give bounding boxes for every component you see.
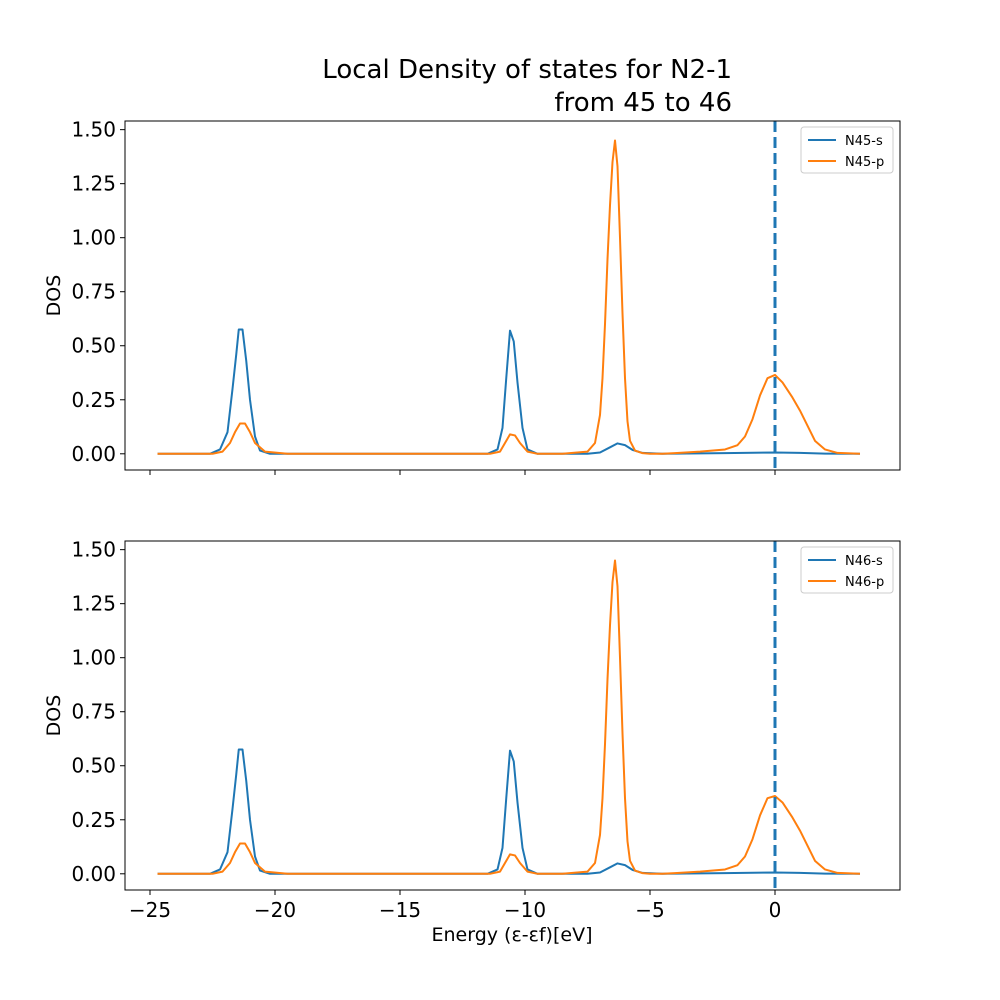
y-tick-label: 0.00 xyxy=(71,862,116,886)
series-line-n45-p xyxy=(157,139,861,455)
bottom-panel: 0.00 0.25 0.50 0.75 1.00 1.25 1.50 −25 −20 −15 −10… xyxy=(43,538,901,922)
x-tick-label: −25 xyxy=(129,898,171,922)
y-tick-label: 0.50 xyxy=(71,334,116,358)
x-tick-label: 0 xyxy=(769,898,782,922)
legend-label: N46-s xyxy=(845,554,883,569)
plot-frame xyxy=(124,540,901,891)
x-tick-label: −15 xyxy=(379,898,421,922)
y-tick-label: 1.00 xyxy=(71,646,116,670)
legend-label: N45-s xyxy=(845,134,883,149)
figure-title-line-2: from 45 to 46 xyxy=(554,88,732,118)
y-tick-label: 0.75 xyxy=(71,700,116,724)
y-tick-label: 0.50 xyxy=(71,754,116,778)
series-line-n46-p xyxy=(157,559,861,875)
legend: N46-s N46-p xyxy=(800,546,894,594)
legend-label: N46-p xyxy=(845,575,884,590)
y-axis-label: DOS xyxy=(43,275,65,317)
x-axis-label: Energy (ε-εf)[eV] xyxy=(432,924,593,946)
legend-label: N45-p xyxy=(845,155,884,170)
y-tick-label: 1.00 xyxy=(71,226,116,250)
y-tick-label: 0.25 xyxy=(71,388,116,412)
y-tick-label: 1.25 xyxy=(71,172,116,196)
y-tick-label: 0.00 xyxy=(71,442,116,466)
legend: N45-s N45-p xyxy=(800,126,894,174)
y-axis-label: DOS xyxy=(43,695,65,737)
figure-title-line-1: Local Density of states for N2-1 xyxy=(322,55,732,85)
y-tick-label: 1.50 xyxy=(71,538,116,562)
x-tick-label: −5 xyxy=(635,898,664,922)
y-tick-label: 0.25 xyxy=(71,808,116,832)
y-tick-label: 1.50 xyxy=(71,118,116,142)
x-tick-label: −20 xyxy=(254,898,296,922)
y-tick-label: 0.75 xyxy=(71,280,116,304)
x-tick-label: −10 xyxy=(504,898,546,922)
y-tick-label: 1.25 xyxy=(71,592,116,616)
top-panel: 0.000.250.500.751.001.251.50DOSN45-sN45-… xyxy=(43,118,901,475)
plot-frame xyxy=(124,120,901,471)
